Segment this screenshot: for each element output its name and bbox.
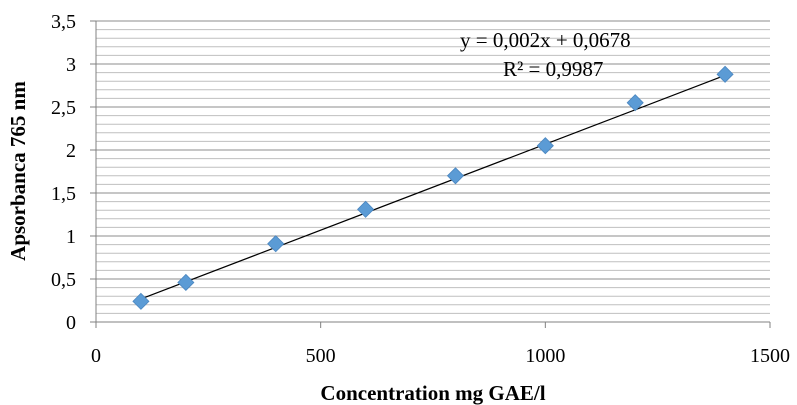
data-point bbox=[536, 137, 554, 155]
y-axis-title: Apsorbanca 765 nm bbox=[6, 81, 30, 261]
trendline-equation: y = 0,002x + 0,0678 bbox=[460, 28, 631, 52]
grid bbox=[96, 20, 770, 314]
x-tick-label: 1500 bbox=[750, 345, 790, 367]
data-point bbox=[716, 65, 734, 83]
data-point bbox=[626, 94, 644, 112]
x-tick-label: 0 bbox=[91, 345, 101, 367]
y-tick-label: 3,5 bbox=[51, 11, 76, 33]
y-tick-label: 1,5 bbox=[51, 183, 76, 205]
data-point bbox=[446, 167, 465, 185]
x-tick-label: 500 bbox=[306, 345, 336, 367]
data-point bbox=[357, 200, 375, 218]
data-points bbox=[132, 65, 734, 310]
data-point bbox=[177, 273, 195, 292]
x-axis-title: Concentration mg GAE/l bbox=[320, 381, 545, 405]
data-point bbox=[267, 235, 285, 253]
trendline-r-squared: R² = 0,9987 bbox=[503, 57, 603, 81]
axes bbox=[90, 20, 771, 328]
data-point bbox=[132, 292, 150, 310]
y-tick-label: 3 bbox=[66, 54, 76, 76]
y-tick-label: 2 bbox=[66, 140, 76, 162]
trendline-line bbox=[140, 74, 726, 300]
y-tick-label: 2,5 bbox=[51, 97, 76, 119]
y-tick-label: 0,5 bbox=[51, 269, 76, 291]
y-tick-label: 1 bbox=[66, 226, 76, 248]
x-tick-label: 1000 bbox=[525, 345, 565, 367]
tick-labels: 0 500 1000 1500 0 0,5 1 1,5 2 2,5 3 3,5 bbox=[51, 11, 790, 367]
y-tick-label: 0 bbox=[66, 312, 76, 334]
trendline bbox=[140, 74, 726, 300]
